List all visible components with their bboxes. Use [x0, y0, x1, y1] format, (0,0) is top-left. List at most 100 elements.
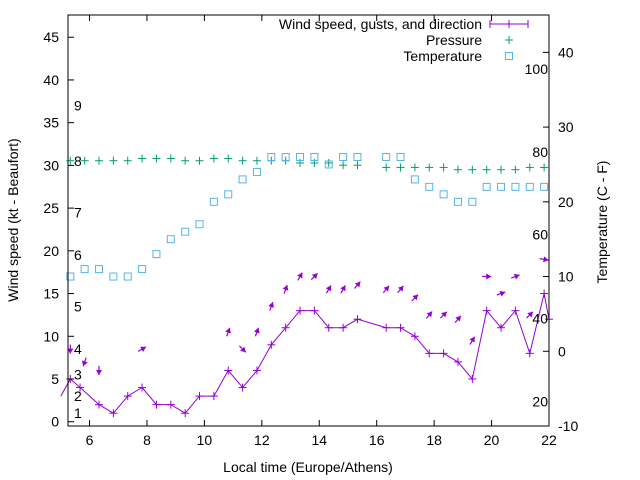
y2-axis-title: Temperature (C - F)	[594, 161, 610, 284]
wind-speed-point	[353, 315, 362, 324]
legend-label: Temperature	[403, 48, 482, 64]
pressure-point	[209, 154, 218, 163]
beaufort-label: 6	[74, 247, 82, 263]
y-tick-label: 40	[43, 72, 59, 88]
wind-speed-point	[76, 383, 85, 392]
temperature-point	[425, 182, 434, 191]
wind-speed-point	[525, 349, 534, 358]
y2-tick-label: -10	[558, 418, 578, 434]
legend: Wind speed, gusts, and directionPressure…	[279, 16, 529, 64]
wind-speed-point	[382, 323, 391, 332]
y-axis-title: Wind speed (kt - Beaufort)	[5, 138, 21, 301]
pressure-point	[252, 156, 261, 165]
temperature-point	[267, 152, 276, 161]
y-tick-label: 0	[51, 414, 59, 430]
wind-direction-arrow	[510, 273, 520, 280]
y2-tick-label: 20	[558, 194, 574, 210]
wind-speed-point	[252, 366, 261, 375]
wind-speed-point	[138, 383, 147, 392]
wind-speed-point	[209, 392, 218, 401]
temperature-point	[238, 175, 247, 184]
pressure-point	[353, 161, 362, 170]
y2-tick-label: 40	[558, 44, 574, 60]
temperature-point	[482, 182, 491, 191]
wind-speed-point	[453, 357, 462, 366]
legend-sample-pressure	[505, 36, 513, 44]
temperature-point	[181, 227, 190, 236]
pressure-point	[482, 165, 491, 174]
pressure-point	[410, 163, 419, 172]
temperature-point	[252, 167, 261, 176]
pressure-point	[511, 165, 520, 174]
temperature-point	[410, 175, 419, 184]
pressure-point	[540, 163, 549, 172]
pressure-point	[166, 154, 175, 163]
y-tick-label: 30	[43, 157, 59, 173]
wind-speed-point	[396, 323, 405, 332]
pressure-point	[109, 156, 118, 165]
pressure-point	[468, 165, 477, 174]
wind-speed-point	[109, 409, 118, 418]
temperature-point	[511, 182, 520, 191]
wind-speed-point	[482, 306, 491, 315]
temperature-point	[166, 235, 175, 244]
pressure-point	[453, 165, 462, 174]
fahrenheit-label: 80	[532, 144, 548, 160]
wind-direction-arrow	[382, 285, 390, 294]
x-tick-label: 8	[143, 432, 151, 448]
wind-direction-arrow	[82, 357, 88, 367]
wind-direction-arrow	[397, 285, 404, 294]
x-tick-label: 20	[484, 432, 500, 448]
beaufort-label: 5	[74, 298, 82, 314]
y-tick-label: 5	[51, 371, 59, 387]
temperature-point	[109, 272, 118, 281]
temperature-point	[453, 197, 462, 206]
fahrenheit-label: 100	[525, 61, 549, 77]
wind-direction-arrow	[325, 285, 332, 294]
wind-direction-arrow	[253, 327, 260, 337]
y-tick-label: 45	[43, 29, 59, 45]
wind-speed-point	[238, 383, 247, 392]
wind-direction-arrow	[354, 281, 361, 289]
fahrenheit-label: 40	[532, 310, 548, 326]
temperature-point	[525, 182, 534, 191]
temperature-point	[324, 160, 333, 169]
pressure-point	[425, 163, 434, 172]
wind-speed-point	[410, 332, 419, 341]
temperature-point	[382, 152, 391, 161]
x-tick-label: 10	[197, 432, 213, 448]
wind-direction-arrow	[67, 344, 74, 354]
wind-speed-point	[181, 409, 190, 418]
wind-speed-point	[468, 375, 477, 384]
wind-direction-arrow	[238, 345, 247, 353]
beaufort-label: 8	[74, 153, 82, 169]
wind-direction-arrow	[137, 346, 147, 352]
temperature-point	[80, 265, 89, 274]
temperature-point	[152, 250, 161, 259]
wind-direction-arrow	[225, 327, 231, 337]
temperature-point	[138, 265, 147, 274]
wind-speed-point	[425, 349, 434, 358]
wind-speed-point	[310, 306, 319, 315]
pressure-point	[152, 154, 161, 163]
wind-speed-point	[281, 323, 290, 332]
wind-speed-point	[224, 366, 233, 375]
y-tick-label: 35	[43, 115, 59, 131]
wind-speed-point	[497, 323, 506, 332]
y-tick-label: 25	[43, 200, 59, 216]
wind-speed-point	[439, 349, 448, 358]
pressure-point	[238, 156, 247, 165]
pressure-point	[195, 156, 204, 165]
wind-speed-point	[511, 306, 520, 315]
pressure-point	[95, 156, 104, 165]
temperature-point	[353, 152, 362, 161]
legend-label: Wind speed, gusts, and direction	[279, 16, 482, 32]
temperature-point	[497, 182, 506, 191]
wind-speed-point	[195, 392, 204, 401]
wind-direction-arrow	[440, 311, 448, 319]
wind-speed-point	[123, 392, 132, 401]
plot-border	[67, 14, 550, 427]
temperature-point	[66, 272, 75, 281]
pressure-point	[396, 163, 405, 172]
